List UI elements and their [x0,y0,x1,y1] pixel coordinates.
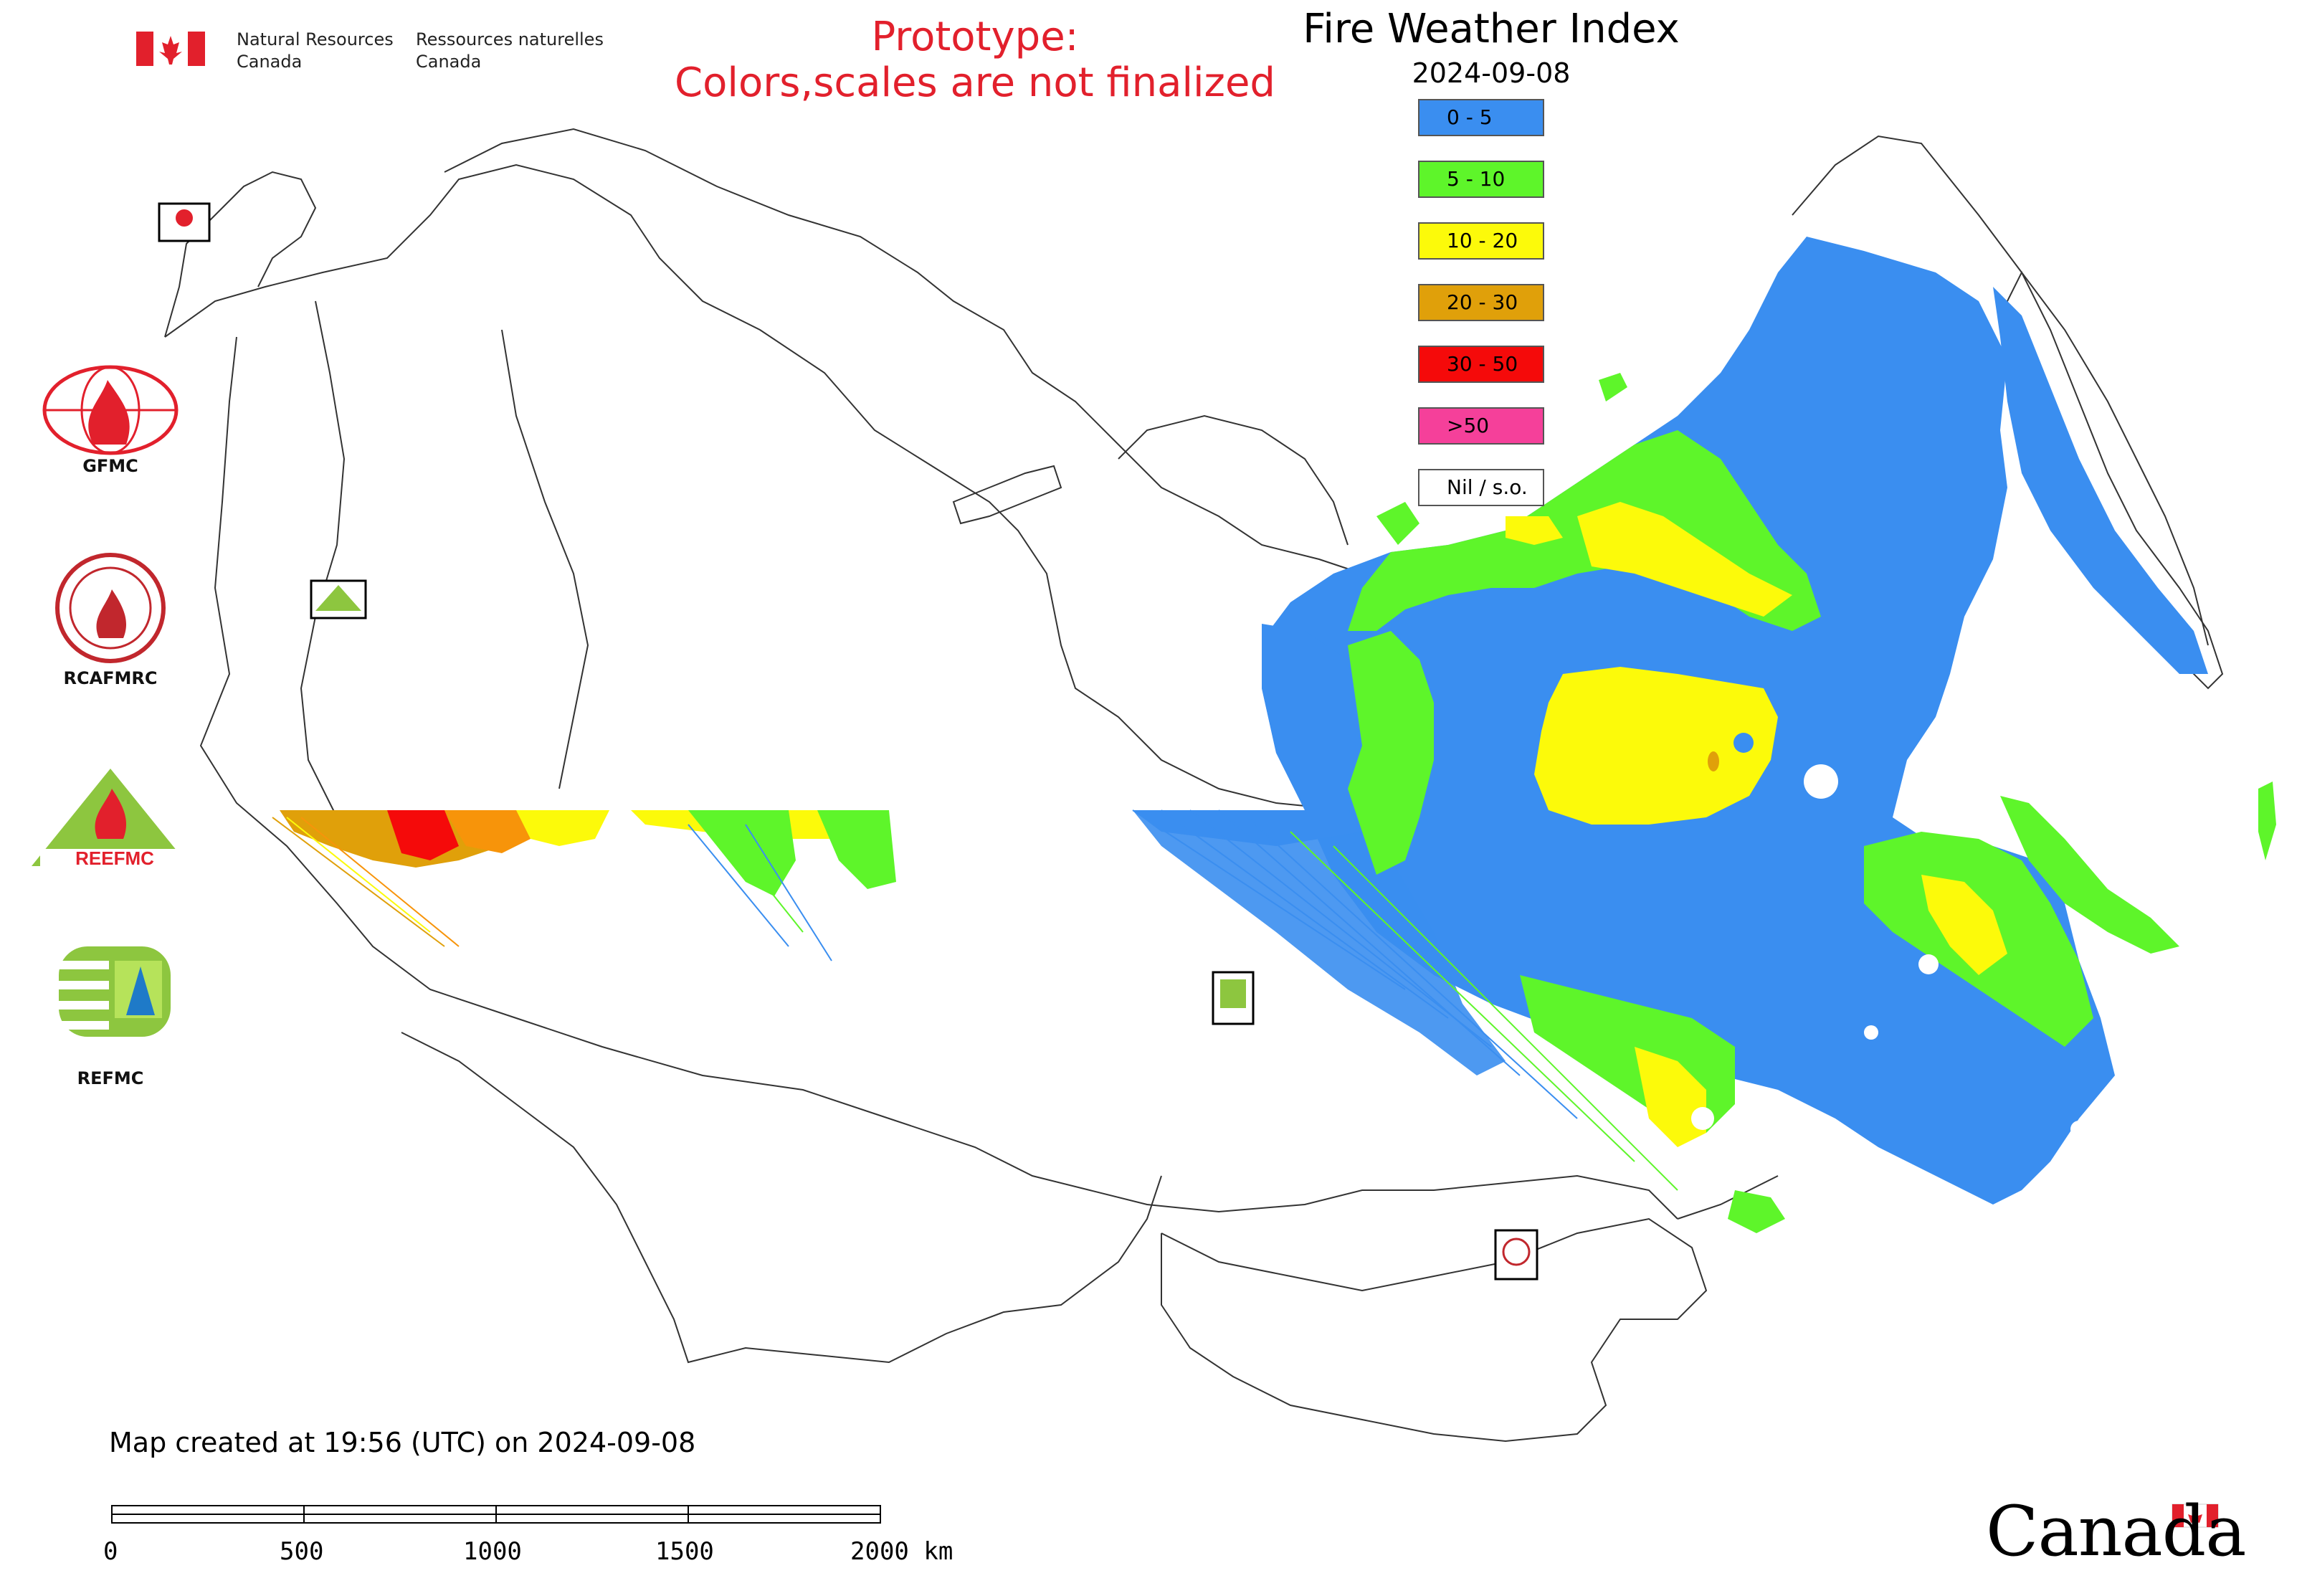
internal-border-1 [199,336,1678,1220]
fwi-class-5-10-west [1348,631,1434,875]
legend-item-10-20: 10 - 20 [1418,222,1544,260]
fwi-raster-east [1133,237,2276,1233]
prototype-line1: Prototype: [871,14,1079,60]
maple-leaf-icon [2188,1509,2202,1523]
west-russia-outline [164,163,1420,818]
scale-bar [111,1505,881,1524]
canada-wordmark: Canada [1986,1491,2246,1572]
fwi-class-5-10-strip [688,810,896,896]
rcafmrc-map-marker [1494,1229,1538,1281]
nrcan-signature: Natural Resources Canada Ressources natu… [136,29,624,79]
map-date: 2024-09-08 [1412,57,1571,89]
legend-item-nil: Nil / s.o. [1418,469,1544,506]
nodata-circle [2070,1121,2088,1138]
fwi-class-10-20-southwest [1635,1047,1706,1147]
diagonal-streaks [272,809,1678,1191]
refmc-map-marker-icon [1220,979,1246,1008]
nrcan-en-line2: Canada [237,52,303,72]
rcafmrc-map-marker-icon [1502,1238,1531,1266]
nrcan-french-name: Ressources naturelles Canada [416,29,604,73]
kazakhstan-outline [401,1032,1162,1364]
taymyr-coast [1118,414,1349,546]
nrcan-en-line1: Natural Resources [237,29,394,49]
nodata-circles [1691,764,2088,1138]
nrcan-fr-line2: Canada [416,52,482,72]
agency-logos: REEFMC [32,365,192,1037]
orange-marker [1708,751,1719,771]
fwi-class-0-5-area-west [1262,624,1376,817]
prototype-notice: Prototype: Colors,scales are not finaliz… [645,14,1305,106]
legend-item-0-5: 0 - 5 [1418,99,1544,136]
nrcan-fr-line1: Ressources naturelles [416,29,604,49]
canada-flag-icon [136,32,205,66]
internal-border-3 [501,329,589,789]
novaya-zemlya [952,465,1062,525]
fwi-class-10-20-north [1577,502,1792,617]
legend-item-30-50: 30 - 50 [1418,346,1544,383]
reefmc-logo-text: REEFMC [75,847,154,869]
nrcan-english-name: Natural Resources Canada [237,29,394,73]
blue-marker [1733,733,1754,753]
legend-item-20-30: 20 - 30 [1418,284,1544,321]
map-title: Fire Weather Index [1303,6,1680,52]
internal-border-2 [300,300,346,818]
scale-bar-labels: 0 500 1000 1500 2000 km [103,1504,968,1569]
gfmc-label: GFMC [82,456,138,476]
arctic-coast [444,128,1363,574]
tree-icon [126,966,155,1015]
fwi-raster-west-strip [272,809,1678,1191]
fwi-class-5-10-sakhalin [2000,796,2179,954]
fwi-class-10-20-taymyr [1506,516,1563,545]
legend-item-over-50: >50 [1418,407,1544,445]
fwi-class-10-20-amur [1921,875,2007,975]
reefmc-logo: REEFMC [32,769,192,869]
refmc-label: REFMC [77,1068,144,1088]
reefmc-map-marker-icon [315,585,361,611]
rcafmrc-label: RCAFMRC [63,668,158,688]
fwi-class-20-30-strip-b [444,810,531,853]
scale-label-1500: 1500 [655,1537,714,1566]
scandinavia-outline [164,171,317,338]
nodata-circle [1864,1025,1878,1040]
fwi-class-0-5-area-kamchatka [1993,287,2208,674]
mongolia-outline [1161,1217,1708,1443]
gfmc-logo [42,365,179,455]
fwi-class-30-50-strip [387,810,459,860]
prototype-line2: Colors,scales are not finalized [675,60,1275,106]
map-created-text: Map created at 19:56 (UTC) on 2024-09-08 [109,1427,696,1458]
scale-label-0: 0 [103,1537,118,1566]
legend-item-5-10: 5 - 10 [1418,161,1544,198]
canada-wordmark-flag [2172,1504,2219,1528]
nodata-circle [1918,954,1939,974]
fwi-class-0-5-streaks [1133,810,1506,1075]
gfmc-map-marker-icon [176,209,193,227]
scale-label-500: 500 [280,1537,324,1566]
scale-label-2000: 2000 km [850,1537,953,1566]
flame-icon [88,380,130,445]
nodata-circle [1691,1107,1714,1130]
refmc-logo [59,946,171,1037]
fwi-class-5-10-korea-edge [1728,1190,1785,1233]
flame-icon [95,789,127,839]
scale-label-1000: 1000 [463,1537,522,1566]
fwi-class-10-20-central [1534,667,1778,825]
rcafmrc-logo [55,553,166,663]
map-logo-markers [158,202,1538,1281]
flame-icon [96,589,127,638]
fwi-class-0-5-strip [1133,810,1362,846]
nodata-circle [1804,764,1838,799]
